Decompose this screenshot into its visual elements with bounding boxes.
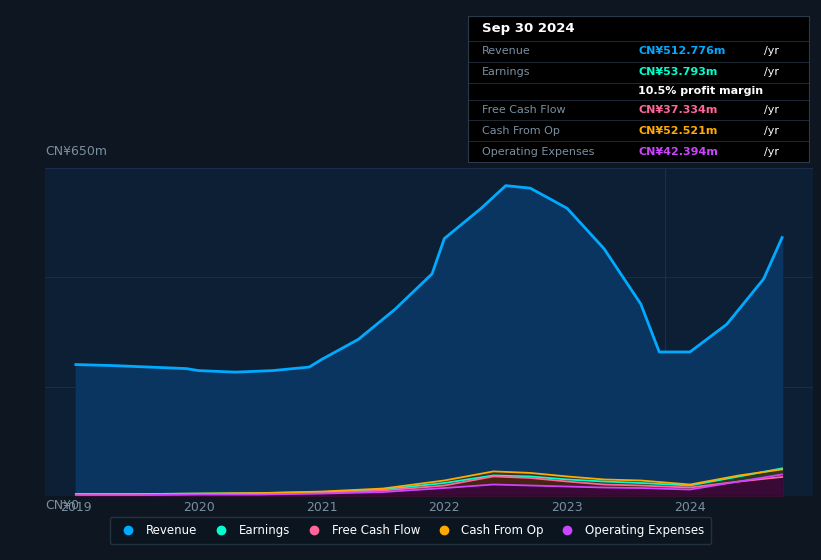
Text: CN¥53.793m: CN¥53.793m — [639, 67, 718, 77]
Text: CN¥0: CN¥0 — [45, 499, 79, 512]
Legend: Revenue, Earnings, Free Cash Flow, Cash From Op, Operating Expenses: Revenue, Earnings, Free Cash Flow, Cash … — [109, 517, 712, 544]
Text: /yr: /yr — [764, 147, 779, 157]
Text: 10.5% profit margin: 10.5% profit margin — [639, 86, 764, 96]
Text: Cash From Op: Cash From Op — [482, 126, 559, 136]
Text: CN¥650m: CN¥650m — [45, 145, 108, 158]
Text: Operating Expenses: Operating Expenses — [482, 147, 594, 157]
Text: CN¥512.776m: CN¥512.776m — [639, 46, 726, 57]
Text: /yr: /yr — [764, 126, 779, 136]
Text: CN¥42.394m: CN¥42.394m — [639, 147, 718, 157]
Text: Free Cash Flow: Free Cash Flow — [482, 105, 565, 115]
Text: Sep 30 2024: Sep 30 2024 — [482, 22, 574, 35]
Text: /yr: /yr — [764, 46, 779, 57]
Text: CN¥52.521m: CN¥52.521m — [639, 126, 718, 136]
Text: Earnings: Earnings — [482, 67, 530, 77]
Text: CN¥37.334m: CN¥37.334m — [639, 105, 718, 115]
Text: /yr: /yr — [764, 67, 779, 77]
Text: Revenue: Revenue — [482, 46, 530, 57]
Text: /yr: /yr — [764, 105, 779, 115]
